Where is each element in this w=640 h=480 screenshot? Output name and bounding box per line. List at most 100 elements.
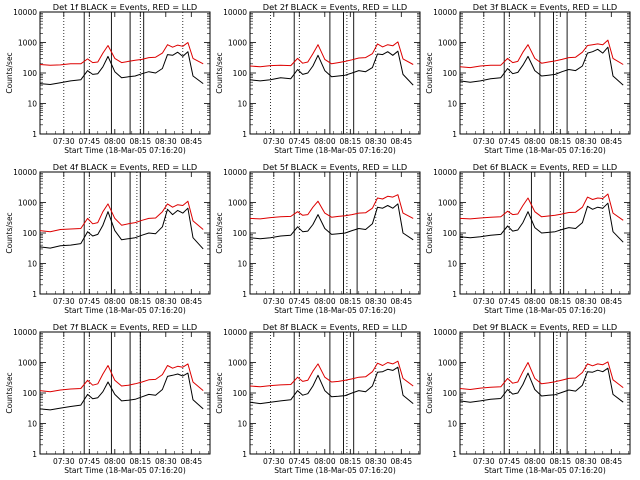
y-tick-label: 10000 [433,328,457,337]
x-tick-label: 08:00 [524,137,546,146]
x-tick-label: 08:15 [549,137,571,146]
y-tick-label: 10000 [223,168,247,177]
x-tick-label: 07:30 [473,297,495,306]
x-tick-label: 07:45 [498,297,520,306]
x-tick-label: 08:30 [365,457,387,466]
events-series-line [249,366,414,405]
y-tick-label: 1 [32,130,37,139]
y-tick-label: 1000 [18,199,37,208]
chart-title: Det 8f BLACK = Events, RED = LLD [263,322,407,332]
plot-frame [39,331,211,455]
events-series-line [459,202,624,243]
y-tick-label: 1 [452,290,457,299]
x-tick-label: 07:30 [473,457,495,466]
y-tick-label: 10 [447,420,457,429]
x-axis-label: Start Time (18-Mar-05 07:16:20) [274,306,396,315]
y-tick-label: 100 [233,389,248,398]
chart-panel-8: Det 8f BLACK = Events, RED = LLD 1 10 100 10… [215,322,421,475]
plot-frame [249,11,421,135]
events-series-line [39,51,204,85]
chart-title: Det 6f BLACK = Events, RED = LLD [473,162,617,172]
x-axis-label: Start Time (18-Mar-05 07:16:20) [484,466,606,475]
x-tick-label: 08:30 [155,457,177,466]
y-tick-label: 10 [237,100,247,109]
x-tick-label: 07:45 [288,297,310,306]
y-tick-label: 100 [23,229,38,238]
y-tick-label: 10 [447,100,457,109]
plot-frame [39,171,211,295]
chart-panel-1: Det 1f BLACK = Events, RED = LLD 1 10 100 10… [5,2,211,155]
y-tick-label: 10 [27,420,37,429]
x-axis-label: Start Time (18-Mar-05 07:16:20) [484,146,606,155]
x-tick-label: 07:45 [498,137,520,146]
x-tick-label: 08:45 [600,297,622,306]
y-tick-label: 1 [242,450,247,459]
x-tick-label: 07:30 [473,137,495,146]
y-axis-label: Counts/sec [215,52,224,93]
plot-frame [459,331,631,455]
chart-title: Det 7f BLACK = Events, RED = LLD [53,322,197,332]
x-tick-label: 08:45 [180,137,202,146]
events-series-line [459,367,624,403]
lld-series-line [249,194,414,220]
x-tick-label: 08:00 [314,137,336,146]
chart-panel-6: Det 6f BLACK = Events, RED = LLD 1 10 100 10… [425,162,631,315]
x-axis-label: Start Time (18-Mar-05 07:16:20) [274,466,396,475]
x-tick-label: 08:30 [365,137,387,146]
x-tick-label: 08:00 [524,457,546,466]
y-tick-label: 10 [27,260,37,269]
lld-series-line [249,360,414,388]
y-tick-label: 10000 [433,8,457,17]
chart-panel-7: Det 7f BLACK = Events, RED = LLD 1 10 100 10… [5,322,211,475]
x-tick-label: 08:00 [314,297,336,306]
y-tick-label: 10000 [13,328,37,337]
lld-series-line [459,361,624,390]
x-axis-label: Start Time (18-Mar-05 07:16:20) [64,146,186,155]
x-tick-label: 07:30 [263,297,285,306]
y-axis-label: Counts/sec [215,372,224,413]
chart-panel-9: Det 9f BLACK = Events, RED = LLD 1 10 100 10… [425,322,631,475]
y-tick-label: 100 [443,389,458,398]
x-tick-label: 08:15 [339,457,361,466]
x-tick-label: 08:15 [339,297,361,306]
chart-panel-5: Det 5f BLACK = Events, RED = LLD 1 10 100 10… [215,162,421,315]
x-axis-label: Start Time (18-Mar-05 07:16:20) [484,306,606,315]
chart-panel-4: Det 4f BLACK = Events, RED = LLD 1 10 100 10… [5,162,211,315]
x-tick-label: 08:30 [365,297,387,306]
x-tick-label: 07:30 [53,297,75,306]
y-tick-label: 100 [443,69,458,78]
y-tick-label: 100 [233,229,248,238]
lld-series-line [249,41,414,68]
y-tick-label: 1000 [438,359,457,368]
x-tick-label: 08:45 [600,457,622,466]
x-tick-label: 08:15 [549,297,571,306]
x-tick-label: 07:30 [263,457,285,466]
x-tick-label: 08:00 [314,457,336,466]
x-tick-label: 08:45 [390,457,412,466]
y-axis-label: Counts/sec [5,52,14,93]
x-tick-label: 08:00 [104,457,126,466]
x-tick-label: 07:30 [53,137,75,146]
x-axis-label: Start Time (18-Mar-05 07:16:20) [274,146,396,155]
events-series-line [459,46,624,86]
plot-frame [459,11,631,135]
events-series-line [39,207,204,250]
y-tick-label: 100 [233,69,248,78]
x-tick-label: 07:45 [78,297,100,306]
y-tick-label: 10 [237,260,247,269]
chart-title: Det 9f BLACK = Events, RED = LLD [473,322,617,332]
plot-frame [39,11,211,135]
x-tick-label: 07:45 [78,137,100,146]
events-series-line [249,50,414,86]
y-tick-label: 10000 [13,168,37,177]
lld-series-line [459,193,624,221]
y-tick-label: 10 [27,100,37,109]
chart-panel-3: Det 3f BLACK = Events, RED = LLD 1 10 100 10… [425,2,631,155]
x-tick-label: 08:00 [104,137,126,146]
y-axis-label: Counts/sec [425,212,434,253]
lld-series-line [39,200,204,233]
x-tick-label: 07:45 [288,457,310,466]
y-tick-label: 1000 [18,39,37,48]
y-axis-label: Counts/sec [425,372,434,413]
